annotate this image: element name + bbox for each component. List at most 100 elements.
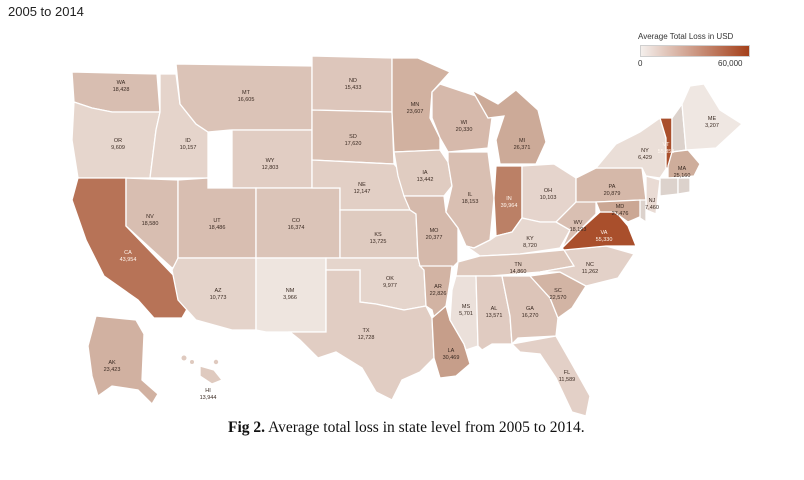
state-value-mt: 16,605 <box>238 97 255 103</box>
state-value-md: 27,476 <box>612 211 629 217</box>
state-label-wy: WY <box>266 158 275 164</box>
state-label-al: AL <box>491 306 498 312</box>
state-value-wi: 20,330 <box>456 127 473 133</box>
state-value-mo: 20,377 <box>426 235 443 241</box>
state-label-nv: NV <box>146 214 154 220</box>
state-label-pa: PA <box>609 184 616 190</box>
state-label-mt: MT <box>242 90 251 96</box>
header-text: 2005 to 2014 <box>8 4 84 19</box>
state-label-ma: MA <box>678 166 687 172</box>
state-label-co: CO <box>292 218 301 224</box>
state-label-ga: GA <box>526 306 534 312</box>
state-value-wa: 18,428 <box>113 87 130 93</box>
state-value-ma: 25,160 <box>674 173 691 179</box>
state-label-md: MD <box>616 204 625 210</box>
state-value-oh: 10,103 <box>540 195 557 201</box>
state-value-ut: 18,486 <box>209 225 226 231</box>
state-label-mi: MI <box>519 138 526 144</box>
state-value-me: 3,207 <box>705 123 719 129</box>
state-value-pa: 20,879 <box>604 191 621 197</box>
caption-text: Average total loss in state level from 2… <box>268 419 585 436</box>
state-label-il: IL <box>468 192 473 198</box>
state-ct <box>659 177 679 197</box>
state-value-ca: 43,954 <box>120 257 137 263</box>
state-value-az: 10,773 <box>210 295 227 301</box>
state-label-ny: NY <box>641 148 649 154</box>
state-label-va: VA <box>601 230 608 236</box>
state-tx <box>288 269 435 401</box>
state-nd <box>311 55 393 113</box>
state-value-mi: 26,371 <box>514 145 531 151</box>
state-value-ok: 9,977 <box>383 283 397 289</box>
state-label-ia: IA <box>422 170 428 176</box>
state-value-hi: 13,944 <box>200 395 217 401</box>
state-fl <box>510 335 591 417</box>
state-label-wi: WI <box>461 120 468 126</box>
state-label-ar: AR <box>434 284 442 290</box>
state-value-tn: 14,860 <box>510 269 527 275</box>
state-wi <box>431 83 493 153</box>
state-label-hi: HI <box>205 388 211 394</box>
state-value-ar: 22,826 <box>430 291 447 297</box>
state-label-ky: KY <box>526 236 534 242</box>
legend-min-label: 0 <box>638 59 643 68</box>
state-label-ne: NE <box>358 182 366 188</box>
state-label-ut: UT <box>213 218 221 224</box>
state-label-mn: MN <box>411 102 420 108</box>
state-value-ky: 8,720 <box>523 243 537 249</box>
state-label-nm: NM <box>286 288 295 294</box>
state-value-in: 39,964 <box>501 203 518 209</box>
state-label-vt: VT <box>662 142 670 148</box>
state-label-mo: MO <box>430 228 440 234</box>
state-nj <box>645 175 661 215</box>
state-label-nj: NJ <box>649 198 656 204</box>
state-label-or: OR <box>114 138 122 144</box>
state-value-wy: 12,803 <box>262 165 279 171</box>
legend-gradient-bar <box>640 45 750 57</box>
state-value-ia: 13,442 <box>417 177 434 183</box>
state-label-wv: WV <box>574 220 583 226</box>
state-label-id: ID <box>185 138 191 144</box>
state-label-ks: KS <box>374 232 382 238</box>
state-value-ne: 12,147 <box>354 189 371 195</box>
state-value-nj: 7,460 <box>645 205 659 211</box>
state-label-tn: TN <box>514 262 521 268</box>
state-label-fl: FL <box>564 370 570 376</box>
state-hi <box>199 365 224 385</box>
state-value-il: 18,153 <box>462 199 479 205</box>
state-value-nc: 11,262 <box>582 269 598 275</box>
state-value-la: 30,469 <box>443 355 460 361</box>
state-value-mn: 23,607 <box>407 109 424 115</box>
state-label-oh: OH <box>544 188 552 194</box>
hawaii-island-3 <box>213 359 219 365</box>
state-label-la: LA <box>448 348 455 354</box>
state-value-co: 16,374 <box>288 225 305 231</box>
state-mi <box>470 88 547 165</box>
state-label-sc: SC <box>554 288 562 294</box>
state-mn <box>391 57 452 153</box>
state-value-va: 55,330 <box>596 237 613 243</box>
state-me <box>681 83 744 151</box>
hawaii-island-2 <box>190 360 194 364</box>
state-value-sd: 17,620 <box>345 141 362 147</box>
state-label-ca: CA <box>124 250 132 256</box>
state-de <box>639 199 647 224</box>
state-value-wv: 18,193 <box>570 227 587 233</box>
state-label-nc: NC <box>586 262 594 268</box>
state-label-ms: MS <box>462 304 471 310</box>
state-label-in: IN <box>506 196 512 202</box>
legend: Average Total Loss in USD 0 60,000 <box>628 32 758 76</box>
state-ri <box>677 177 691 195</box>
state-value-ga: 16,270 <box>522 313 539 319</box>
state-label-az: AZ <box>214 288 222 294</box>
state-value-ms: 5,701 <box>459 311 473 317</box>
caption-label: Fig 2. <box>228 419 266 436</box>
state-label-tx: TX <box>362 328 369 334</box>
hawaii-island-1 <box>181 355 187 361</box>
state-label-ok: OK <box>386 276 394 282</box>
state-label-wa: WA <box>117 80 126 86</box>
state-value-nm: 3,966 <box>283 295 297 301</box>
state-value-nv: 18,580 <box>142 221 159 227</box>
state-value-vt: 55,358 <box>658 149 675 155</box>
